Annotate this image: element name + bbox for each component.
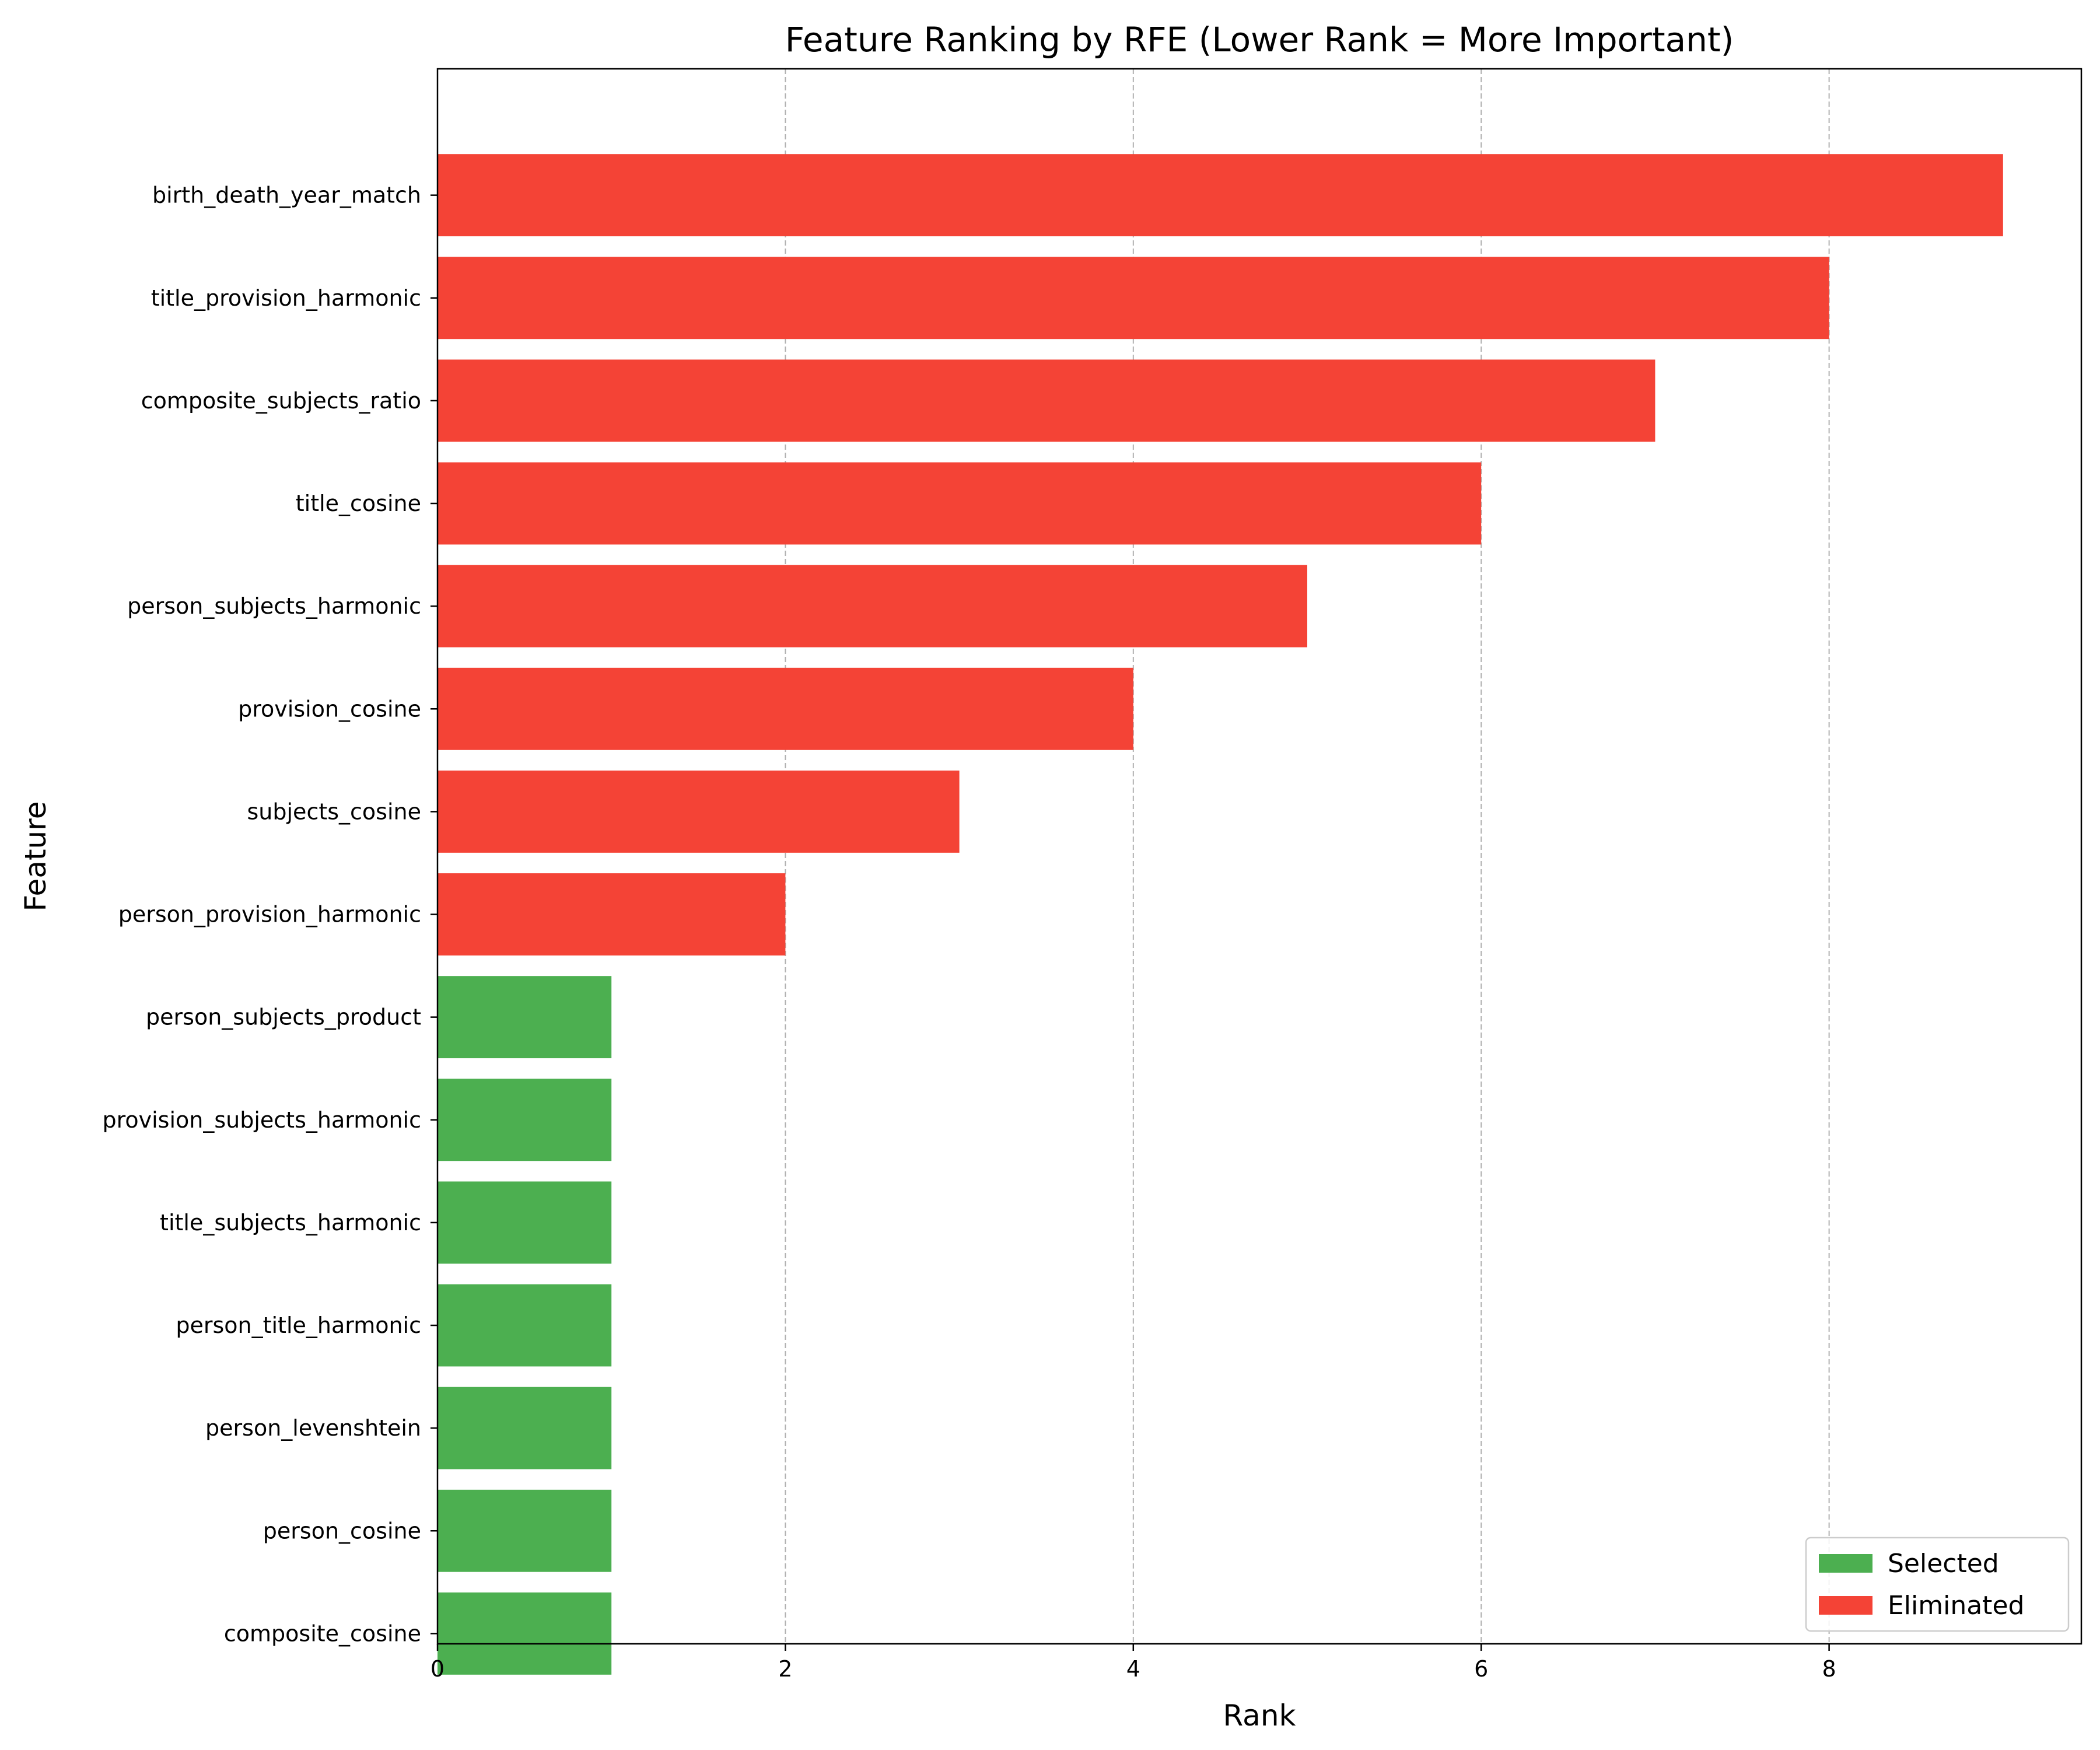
x-tick-label: 4: [1126, 1656, 1140, 1682]
bars-layer: [438, 154, 2003, 1675]
y-tick-label: person_cosine: [263, 1518, 421, 1544]
y-tick-label: subjects_cosine: [247, 799, 422, 824]
bar-subjects_cosine: [438, 770, 960, 853]
y-tick-label: title_subjects_harmonic: [160, 1210, 421, 1236]
y-tick-label: title_provision_harmonic: [151, 285, 421, 311]
chart-title: Feature Ranking by RFE (Lower Rank = Mor…: [785, 20, 1734, 60]
y-tick-label: composite_cosine: [224, 1620, 421, 1646]
y-axis-label: Feature: [19, 802, 52, 912]
y-tick-label: composite_subjects_ratio: [141, 388, 421, 414]
y-tick-label: person_title_harmonic: [176, 1312, 421, 1338]
bar-person_cosine: [438, 1489, 612, 1572]
y-tick-label: title_cosine: [296, 491, 421, 516]
legend-swatch-selected: [1819, 1554, 1873, 1573]
legend-label-selected: Selected: [1888, 1549, 1999, 1578]
x-tick-label: 0: [430, 1656, 444, 1682]
y-ticks: birth_death_year_match title_provision_ha…: [102, 183, 438, 1646]
bar-title_provision_harmonic: [438, 257, 1829, 340]
y-tick-label: person_levenshtein: [205, 1415, 421, 1441]
legend-swatch-eliminated: [1819, 1596, 1873, 1615]
bar-person_subjects_harmonic: [438, 565, 1308, 648]
y-tick-label: person_provision_harmonic: [118, 902, 421, 928]
bar-composite_subjects_ratio: [438, 359, 1656, 442]
bar-birth_death_year_match: [438, 154, 2003, 237]
x-tick-label: 6: [1474, 1656, 1488, 1682]
bar-person_subjects_product: [438, 976, 612, 1059]
x-tick-label: 8: [1822, 1656, 1836, 1682]
x-ticks: 0 2 4 6 8: [430, 1644, 1836, 1682]
bar-provision_cosine: [438, 667, 1133, 750]
bar-composite_cosine: [438, 1592, 612, 1675]
legend-label-eliminated: Eliminated: [1888, 1591, 2024, 1620]
y-tick-label: provision_cosine: [238, 696, 421, 722]
plot-frame: [436, 68, 2082, 1645]
y-tick-label: provision_subjects_harmonic: [102, 1107, 421, 1133]
bar-provision_subjects_harmonic: [438, 1079, 612, 1161]
x-axis-label: Rank: [1223, 1699, 1296, 1732]
bar-person_title_harmonic: [438, 1284, 612, 1367]
y-tick-label: birth_death_year_match: [152, 183, 421, 208]
bar-person_levenshtein: [438, 1387, 612, 1469]
x-tick-label: 2: [778, 1656, 792, 1682]
y-tick-label: person_subjects_harmonic: [127, 593, 421, 619]
bar-title_subjects_harmonic: [438, 1181, 612, 1264]
bar-title_cosine: [438, 462, 1482, 545]
bar-person_provision_harmonic: [438, 873, 786, 956]
y-tick-label: person_subjects_product: [146, 1005, 421, 1030]
legend: Selected Eliminated: [1805, 1536, 2070, 1632]
